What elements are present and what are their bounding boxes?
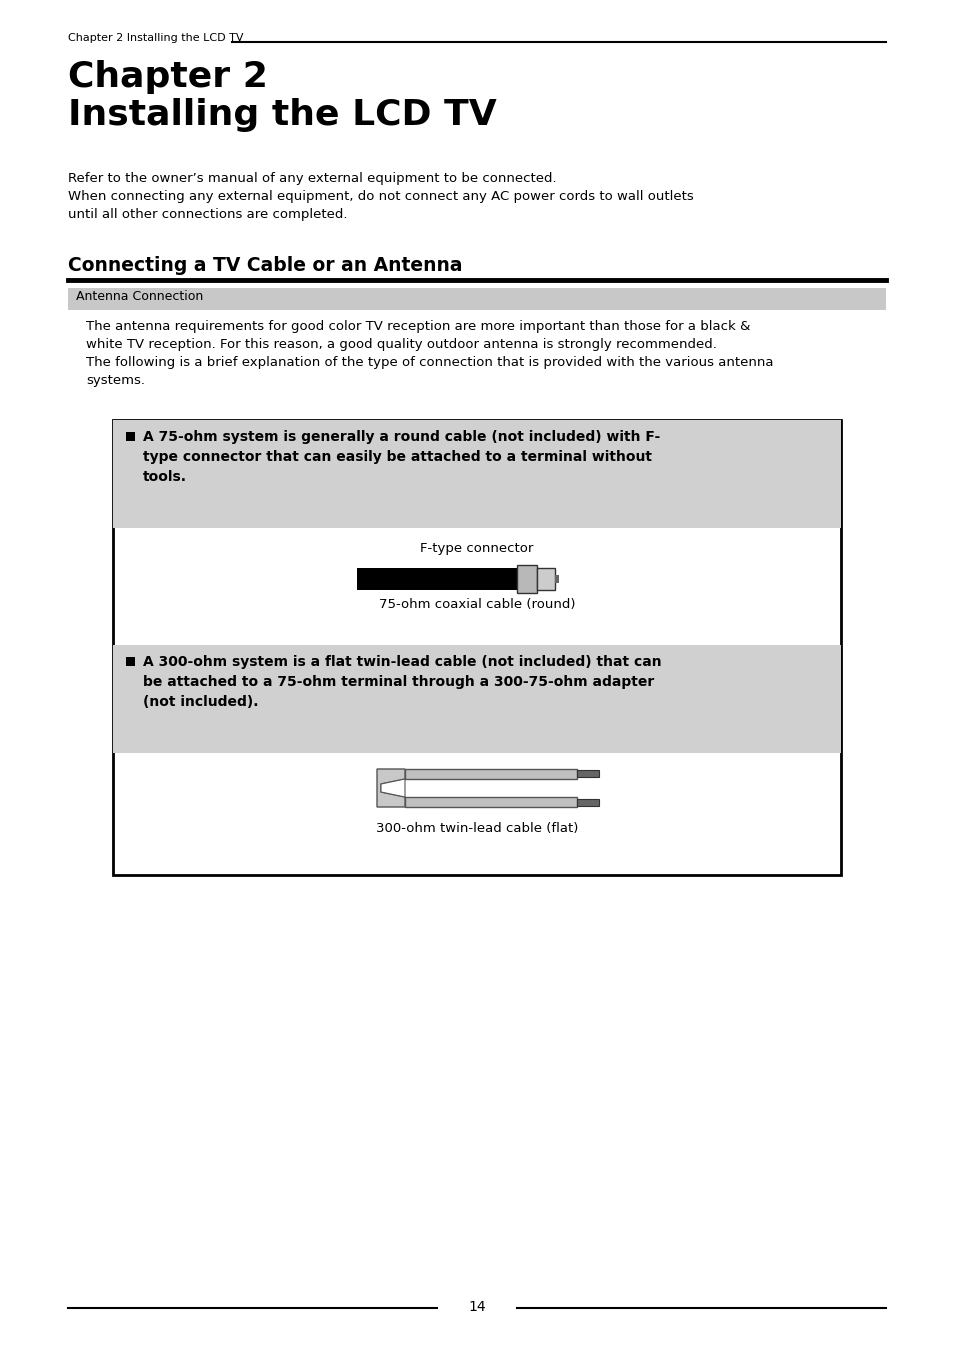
Text: 75-ohm coaxial cable (round): 75-ohm coaxial cable (round) (378, 598, 575, 611)
Bar (112, 420, 841, 875)
Text: The antenna requirements for good color TV reception are more important than tho: The antenna requirements for good color … (86, 320, 773, 387)
Bar (405, 769, 577, 779)
Bar (356, 567, 517, 590)
Bar (126, 657, 135, 666)
Bar (555, 575, 558, 584)
Bar (112, 420, 841, 528)
Bar (537, 567, 555, 590)
Polygon shape (380, 779, 405, 798)
Text: Chapter 2: Chapter 2 (68, 60, 268, 93)
Bar (112, 645, 841, 753)
Bar (577, 770, 598, 777)
Text: A 300-ohm system is a flat twin-lead cable (not included) that can
be attached t: A 300-ohm system is a flat twin-lead cab… (143, 655, 661, 709)
Text: Installing the LCD TV: Installing the LCD TV (68, 97, 497, 131)
Bar (68, 288, 885, 310)
Text: Refer to the owner’s manual of any external equipment to be connected.
When conn: Refer to the owner’s manual of any exter… (68, 172, 693, 221)
Text: Antenna Connection: Antenna Connection (76, 290, 203, 303)
Text: Chapter 2 Installing the LCD TV: Chapter 2 Installing the LCD TV (68, 32, 243, 43)
Text: 14: 14 (468, 1300, 485, 1313)
Text: 300-ohm twin-lead cable (flat): 300-ohm twin-lead cable (flat) (375, 822, 578, 835)
Text: A 75-ohm system is generally a round cable (not included) with F-
type connector: A 75-ohm system is generally a round cab… (143, 431, 659, 485)
Bar (517, 565, 537, 593)
Bar (405, 798, 577, 807)
Text: F-type connector: F-type connector (420, 542, 533, 555)
Polygon shape (376, 769, 405, 807)
Bar (577, 799, 598, 806)
Bar (126, 432, 135, 441)
Text: Connecting a TV Cable or an Antenna: Connecting a TV Cable or an Antenna (68, 256, 462, 275)
